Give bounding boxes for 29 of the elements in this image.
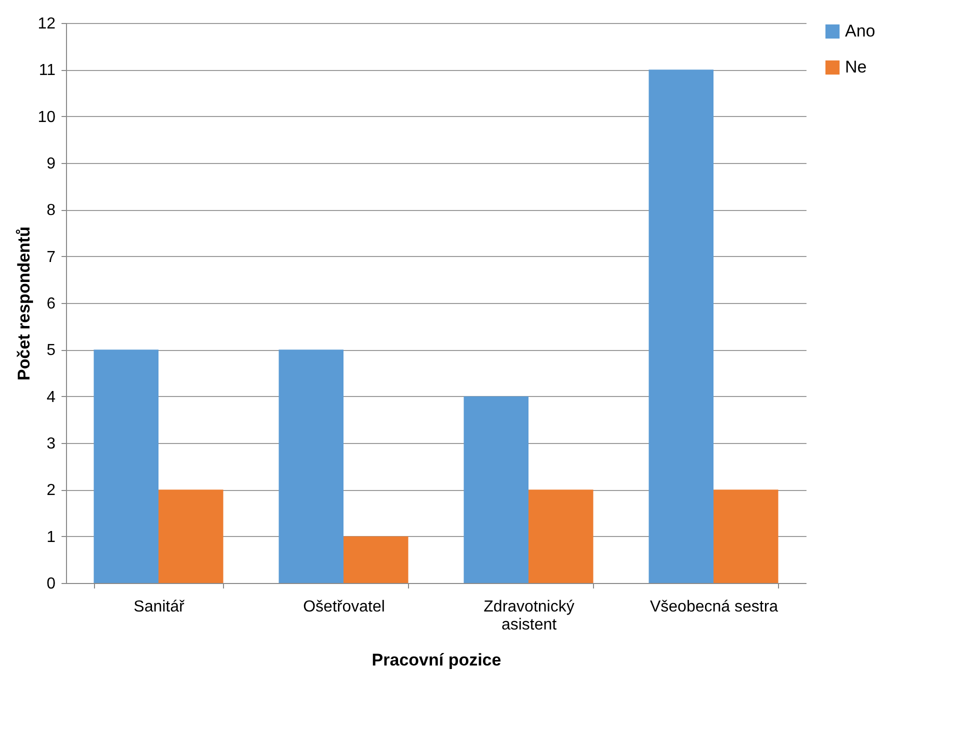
y-tick-label: 0 (46, 576, 56, 592)
y-tick-label: 8 (46, 202, 56, 220)
legend-label: Ne (845, 58, 867, 76)
x-tick-label: Všeobecná sestra (650, 598, 778, 616)
bar (344, 536, 408, 583)
y-tick-label: 12 (38, 16, 56, 32)
y-tick-label: 2 (46, 482, 56, 500)
legend-label: Ano (845, 22, 876, 40)
y-tick-label: 1 (46, 528, 56, 546)
y-tick-label: 5 (46, 342, 56, 360)
y-tick-label: 4 (46, 388, 56, 406)
bar (94, 350, 158, 583)
y-tick-label: 9 (46, 156, 56, 172)
bar (648, 70, 714, 583)
bar (464, 396, 528, 583)
y-tick-label: 11 (38, 62, 56, 80)
x-tick-label: Sanitář (134, 598, 186, 616)
bar (158, 490, 224, 583)
bar (528, 490, 594, 583)
y-tick-label: 6 (46, 296, 56, 312)
bar (278, 350, 344, 583)
x-tick-label: Zdravotnický asistent (484, 598, 574, 634)
bar (714, 490, 778, 583)
x-tick-label: Ošetřovatel (303, 598, 385, 616)
x-axis-title: Pracovní pozice (372, 650, 502, 670)
y-tick-label: 7 (46, 248, 56, 266)
y-axis-title: Počet respondentů (14, 226, 34, 380)
y-tick-label: 3 (46, 436, 56, 452)
y-tick-label: 10 (38, 108, 56, 126)
